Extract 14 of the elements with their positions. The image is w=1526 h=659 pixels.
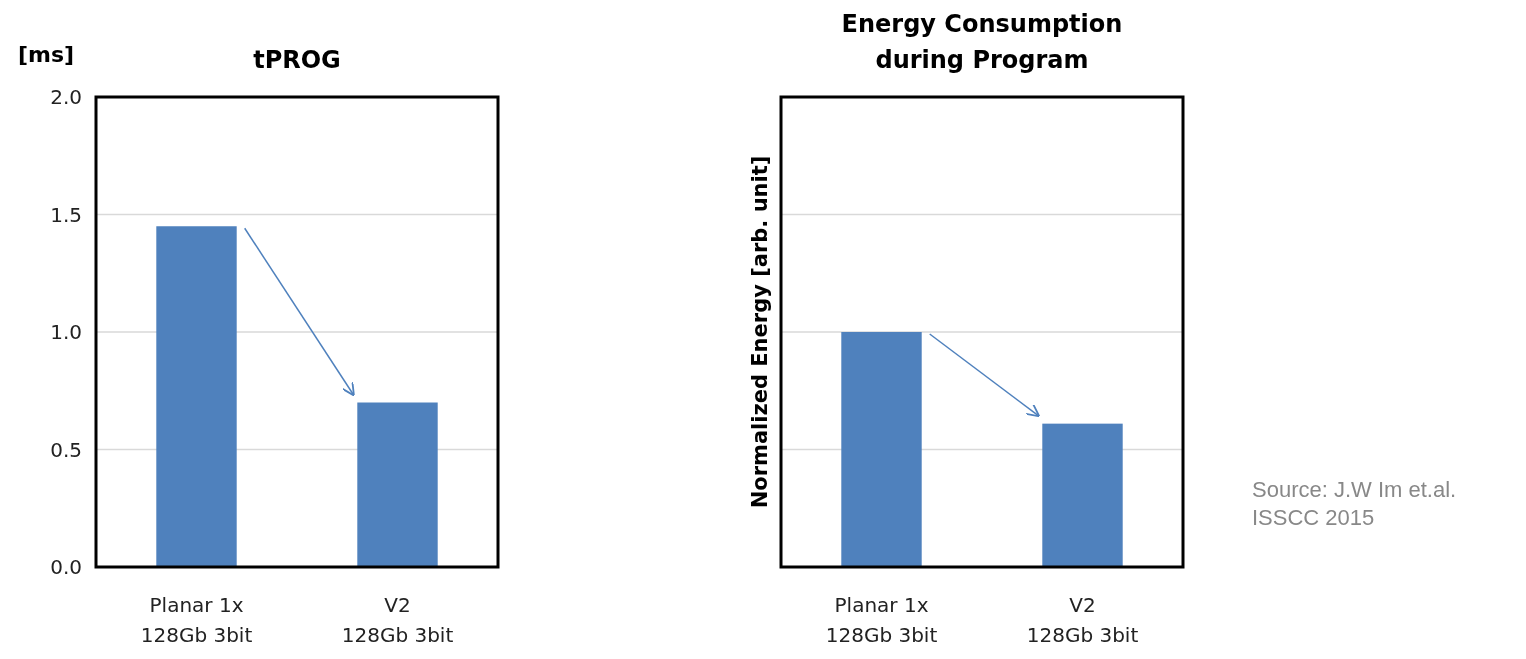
x-tick-label: Planar 1x 128Gb 3bit xyxy=(140,593,253,647)
y-axis-title: [ms] xyxy=(17,42,75,67)
x-tick-label: V2 128Gb 3bit xyxy=(1026,593,1139,647)
x-tick-label: Planar 1x 128Gb 3bit xyxy=(825,593,938,647)
y-axis-title: Normalized Energy [arb. unit] xyxy=(748,155,772,509)
y-tick-label: 0.5 xyxy=(50,437,82,462)
y-tick-label: 2.0 xyxy=(50,85,82,109)
chart-title: Energy Consumption during Program xyxy=(841,10,1123,74)
chart-title: tPROG xyxy=(253,46,341,74)
y-tick-label: 1.0 xyxy=(50,320,82,344)
y-tick-label: 0.0 xyxy=(50,555,82,579)
source-note: Source: J.W Im et.al. ISSCC 2015 xyxy=(1252,477,1457,530)
x-tick-label: V2 128Gb 3bit xyxy=(341,593,454,647)
y-tick-label: 1.5 xyxy=(50,202,82,227)
